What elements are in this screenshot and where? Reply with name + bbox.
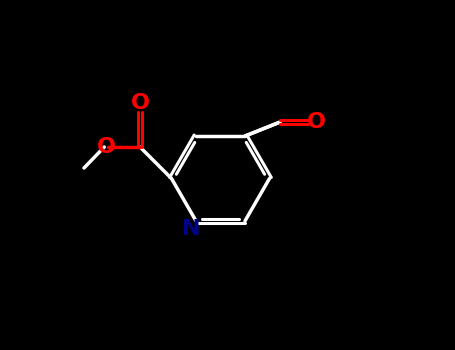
Text: N: N	[182, 219, 200, 239]
Text: O: O	[307, 112, 326, 132]
Text: O: O	[131, 93, 150, 113]
Text: O: O	[97, 137, 116, 157]
